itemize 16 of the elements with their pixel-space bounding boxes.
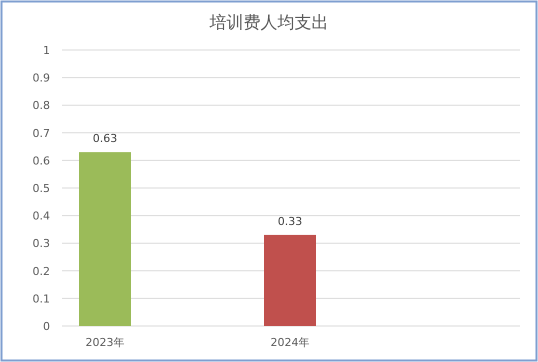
- y-tick-label: 0.4: [32, 210, 50, 223]
- y-tick-label: 0.2: [32, 264, 50, 278]
- x-tick-label: 2024年: [270, 336, 310, 349]
- chart-title: 培训费人均支出: [208, 13, 328, 33]
- data-label: 0.33: [278, 214, 302, 228]
- y-tick-label: 0.6: [32, 154, 50, 168]
- y-tick-label: 0: [43, 320, 50, 333]
- y-tick-label: 0.1: [32, 292, 50, 306]
- y-tick-label: 0.9: [32, 72, 50, 85]
- data-label: 0.63: [92, 132, 118, 146]
- y-tick-label: 0.5: [32, 182, 50, 195]
- y-tick-label: 0.8: [32, 99, 50, 112]
- y-tick-label: 0.3: [32, 237, 50, 250]
- y-tick-label: 1: [43, 44, 50, 57]
- x-tick-label: 2023年: [86, 336, 124, 349]
- y-tick-label: 0.7: [32, 126, 50, 140]
